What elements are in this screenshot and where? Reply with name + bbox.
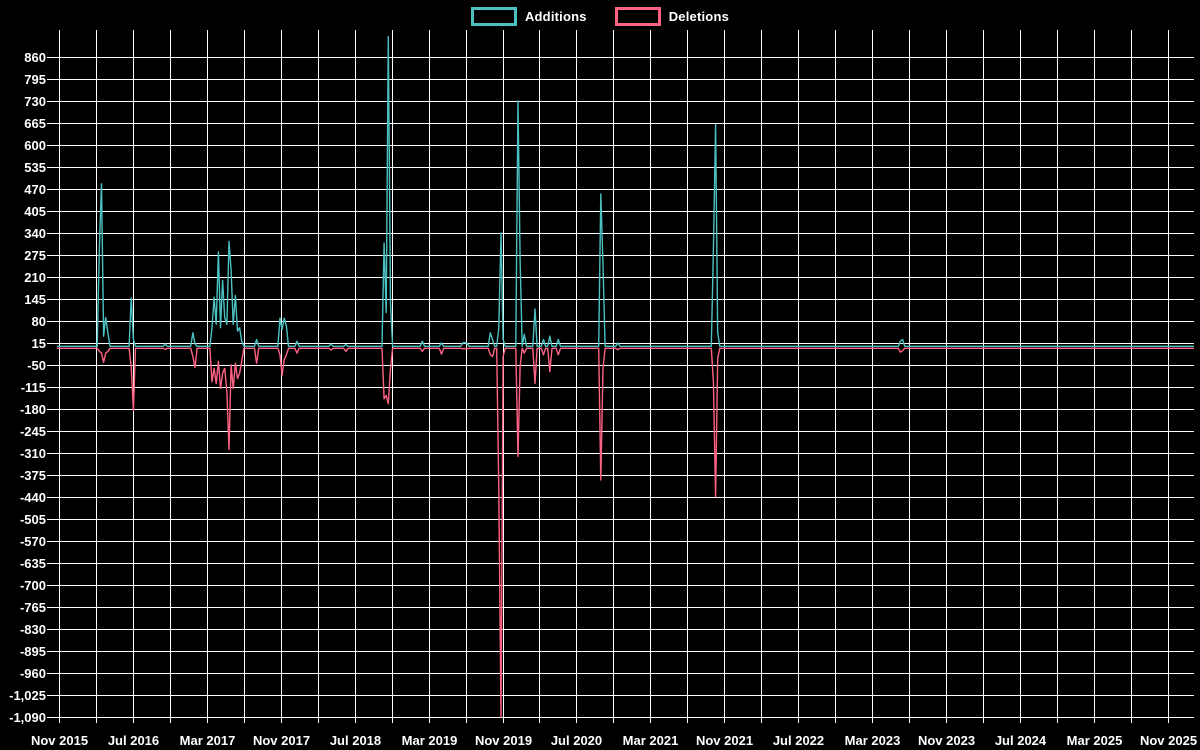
x-tick-label: Nov 2019	[475, 733, 532, 748]
x-tick-label: Mar 2017	[180, 733, 236, 748]
y-tick-label: -505	[20, 512, 46, 527]
y-tick-label: 210	[24, 270, 46, 285]
y-tick-label: -310	[20, 446, 46, 461]
x-axis-labels: Nov 2015 Jul 2016 Mar 2017 Nov 2017 Jul 2018…	[31, 733, 1197, 748]
y-tick-label: 340	[24, 226, 46, 241]
y-tick-label: -1,090	[9, 710, 46, 725]
y-tick-label: -50	[27, 358, 46, 373]
y-tick-label: -245	[20, 424, 46, 439]
deletions-swatch	[614, 7, 661, 26]
legend-item-additions[interactable]: Additions	[470, 7, 587, 26]
x-tick-label: Jul 2020	[551, 733, 602, 748]
y-tick-label: -375	[20, 468, 46, 483]
x-tick-label: Nov 2015	[31, 733, 88, 748]
y-tick-label: 15	[32, 336, 46, 351]
y-tick-label: 80	[32, 314, 46, 329]
legend-item-deletions[interactable]: Deletions	[614, 7, 730, 26]
y-tick-label: -635	[20, 556, 46, 571]
y-tick-label: -960	[20, 666, 46, 681]
y-tick-label: 470	[24, 182, 46, 197]
x-tick-label: Nov 2021	[696, 733, 753, 748]
x-tick-label: Nov 2017	[253, 733, 310, 748]
x-tick-label: Mar 2025	[1067, 733, 1123, 748]
x-tick-label: Mar 2023	[845, 733, 901, 748]
y-tick-label: -1,025	[9, 688, 46, 703]
y-tick-label: -570	[20, 534, 46, 549]
y-tick-label: 405	[24, 204, 46, 219]
y-tick-label: 730	[24, 94, 46, 109]
x-tick-label: Nov 2023	[918, 733, 975, 748]
x-tick-label: Jul 2024	[995, 733, 1047, 748]
y-tick-label: -180	[20, 402, 46, 417]
x-tick-label: Jul 2022	[773, 733, 824, 748]
y-tick-label: 535	[24, 160, 46, 175]
y-tick-label: 665	[24, 116, 46, 131]
x-tick-label: Mar 2021	[623, 733, 679, 748]
deletions-label: Deletions	[668, 9, 730, 24]
legend: Additions Deletions	[0, 7, 1200, 26]
y-tick-label: 600	[24, 138, 46, 153]
x-tick-label: Jul 2016	[108, 733, 159, 748]
y-tick-label: -830	[20, 622, 46, 637]
additions-line	[57, 35, 1195, 347]
y-tick-label: 795	[24, 72, 46, 87]
y-tick-label: 860	[24, 50, 46, 65]
deletions-line	[57, 347, 1195, 718]
additions-label: Additions	[524, 9, 587, 24]
y-tick-label: -765	[20, 600, 46, 615]
y-tick-label: -700	[20, 578, 46, 593]
x-tick-label: Nov 2025	[1140, 733, 1197, 748]
y-tick-label: -440	[20, 490, 46, 505]
x-tick-label: Jul 2018	[330, 733, 381, 748]
y-tick-label: 275	[24, 248, 46, 263]
y-tick-label: -115	[21, 380, 46, 395]
additions-swatch	[470, 7, 517, 26]
y-tick-label: -895	[20, 644, 46, 659]
y-tick-label: 145	[24, 292, 46, 307]
x-tick-label: Mar 2019	[402, 733, 458, 748]
gridlines	[47, 30, 1194, 723]
y-axis-labels: 860 795 730 665 600 535 470 405 340 275 210 145 80 15…	[9, 50, 46, 725]
